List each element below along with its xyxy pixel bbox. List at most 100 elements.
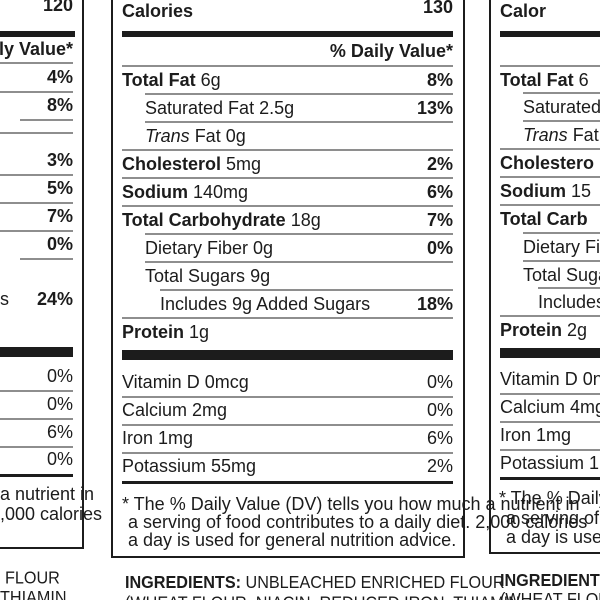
daily-value: 0% [47, 394, 73, 414]
daily-value: 5% [47, 178, 73, 198]
calories-label: Calories [122, 1, 193, 21]
ingredients-text: UNBLEACHED ENRICHED FLOUR [241, 572, 505, 592]
ingredients: FLOUR [5, 567, 60, 587]
vitamin-name: Iron 1mg [500, 425, 571, 445]
footnote: a nutrient in [0, 484, 94, 504]
ingredients: INGREDIENTS: UNBLEACHED ENRICHED FLOUR [125, 572, 505, 592]
footnote: * The % Daily Value (DV) tells you how m… [122, 494, 580, 514]
dv-header: ily Value* [0, 39, 73, 59]
thick-rule [122, 31, 453, 37]
daily-value: 7% [427, 210, 453, 230]
ingredients-text: (WHEAT FLOUR [500, 589, 600, 600]
daily-value: 18% [417, 294, 453, 314]
nutrient-row: Total Sugars 9g [145, 266, 270, 286]
vitamin-name: Vitamin D 0n [500, 369, 600, 389]
footnote: ,000 calories [0, 504, 102, 524]
nutrient-name: s [0, 289, 9, 309]
daily-value: 4% [47, 67, 73, 87]
footnote: a serving of food contributes to a daily… [128, 512, 587, 532]
nutrient-amount: 0g [248, 238, 273, 258]
dv-header: % Daily Value* [330, 41, 453, 61]
nutrient-name: Sodium [500, 181, 566, 201]
nutrient-amount: 9g [245, 266, 270, 286]
calories-value: 120 [43, 0, 73, 15]
daily-value: 0% [47, 449, 73, 469]
nutrient-name: Trans [523, 125, 568, 145]
daily-value: 24% [37, 289, 73, 309]
daily-value: 6% [427, 182, 453, 202]
daily-value: 0% [47, 394, 73, 414]
ingredients-label: INGREDIENTS: [500, 570, 600, 590]
calories-value: 130 [423, 0, 453, 17]
medium-rule [122, 481, 453, 484]
daily-value: 0% [47, 366, 73, 386]
medium-rule [0, 474, 73, 477]
footnote: a day is used for general nutrition advi… [128, 530, 456, 550]
nutrient-row: Dietary Fil [523, 237, 600, 257]
nutrient-name: Cholestero [500, 153, 594, 173]
thick-rule [500, 348, 600, 358]
thick-rule [122, 350, 453, 360]
vitamin-name: Potassium 1 [500, 453, 599, 473]
nutrient-name: Total Carb [500, 209, 588, 229]
daily-value: 7% [47, 206, 73, 226]
daily-value: 18% [417, 294, 453, 314]
daily-value: 4% [47, 67, 73, 87]
nutrient-row: Includes [538, 292, 600, 312]
nutrient-amount: 6g [196, 70, 221, 90]
nutrient-amount: 5mg [221, 154, 261, 174]
daily-value: 0% [427, 372, 453, 392]
vitamin-name: Calcium 2mg [122, 400, 227, 420]
ingredients: THIAMIN [0, 587, 67, 600]
ingredients: FLOUR [5, 567, 60, 587]
nutrient-name: Dietary Fil [523, 237, 600, 257]
vitamin-name: Vitamin D 0mcg [122, 372, 249, 392]
daily-value: 7% [47, 206, 73, 226]
footnote: * The % Daily Valu [499, 488, 600, 508]
daily-value: 7% [427, 210, 453, 230]
daily-value: 6% [427, 428, 453, 448]
daily-value: 24% [37, 289, 73, 309]
footnote: ,000 calories [0, 504, 102, 524]
nutrient-amount: 2g [562, 320, 587, 340]
nutrient-name: Sodium [122, 182, 188, 202]
daily-value: 8% [427, 70, 453, 90]
dv-header: ily Value* [0, 39, 73, 59]
footnote: a day is used fo [506, 527, 600, 547]
nutrient-name: Protein [122, 322, 184, 342]
vitamin-name: Vitamin D 0n [500, 369, 600, 389]
footnote: a serving of food contributes to a daily… [128, 512, 587, 532]
vitamin-name: Calcium 4mg [500, 397, 600, 417]
nutrient-row: Trans Fat [523, 125, 599, 145]
thick-rule [500, 31, 600, 37]
right-panel-border [489, 0, 600, 554]
calories-value: 120 [43, 0, 73, 15]
nutrient-row: Dietary Fiber 0g [145, 238, 273, 258]
calories-label: Calor [500, 1, 546, 21]
nutrient-row: Cholesterol 5mg [122, 154, 261, 174]
left-panel-border [0, 0, 84, 549]
nutrient-name: Total Suga [523, 265, 600, 285]
daily-value: 0% [47, 366, 73, 386]
nutrient-row: Saturated [523, 97, 600, 117]
nutrient-row: Sodium 140mg [122, 182, 248, 202]
nutrient-name: Saturated [523, 97, 600, 117]
nutrient-row: Cholestero [500, 153, 594, 173]
center-panel-border [111, 0, 465, 558]
nutrient-name: s [0, 289, 9, 309]
nutrient-row: Total Fat 6 [500, 70, 589, 90]
daily-value: 2% [427, 456, 453, 476]
calories-value: 130 [423, 0, 453, 17]
daily-value: 2% [427, 154, 453, 174]
nutrient-name: Total Fat [122, 70, 196, 90]
daily-value: 0% [427, 400, 453, 420]
calories-label: Calor [500, 1, 546, 21]
daily-value: 13% [417, 98, 453, 118]
vitamin-name: Calcium 4mg [500, 397, 600, 417]
footnote: a day is used for general nutrition advi… [128, 530, 456, 550]
nutrient-name: Total Carbohydrate [122, 210, 286, 230]
daily-value: 0% [427, 238, 453, 258]
daily-value: 13% [417, 98, 453, 118]
daily-value: 5% [47, 178, 73, 198]
nutrient-row: Protein 2g [500, 320, 587, 340]
